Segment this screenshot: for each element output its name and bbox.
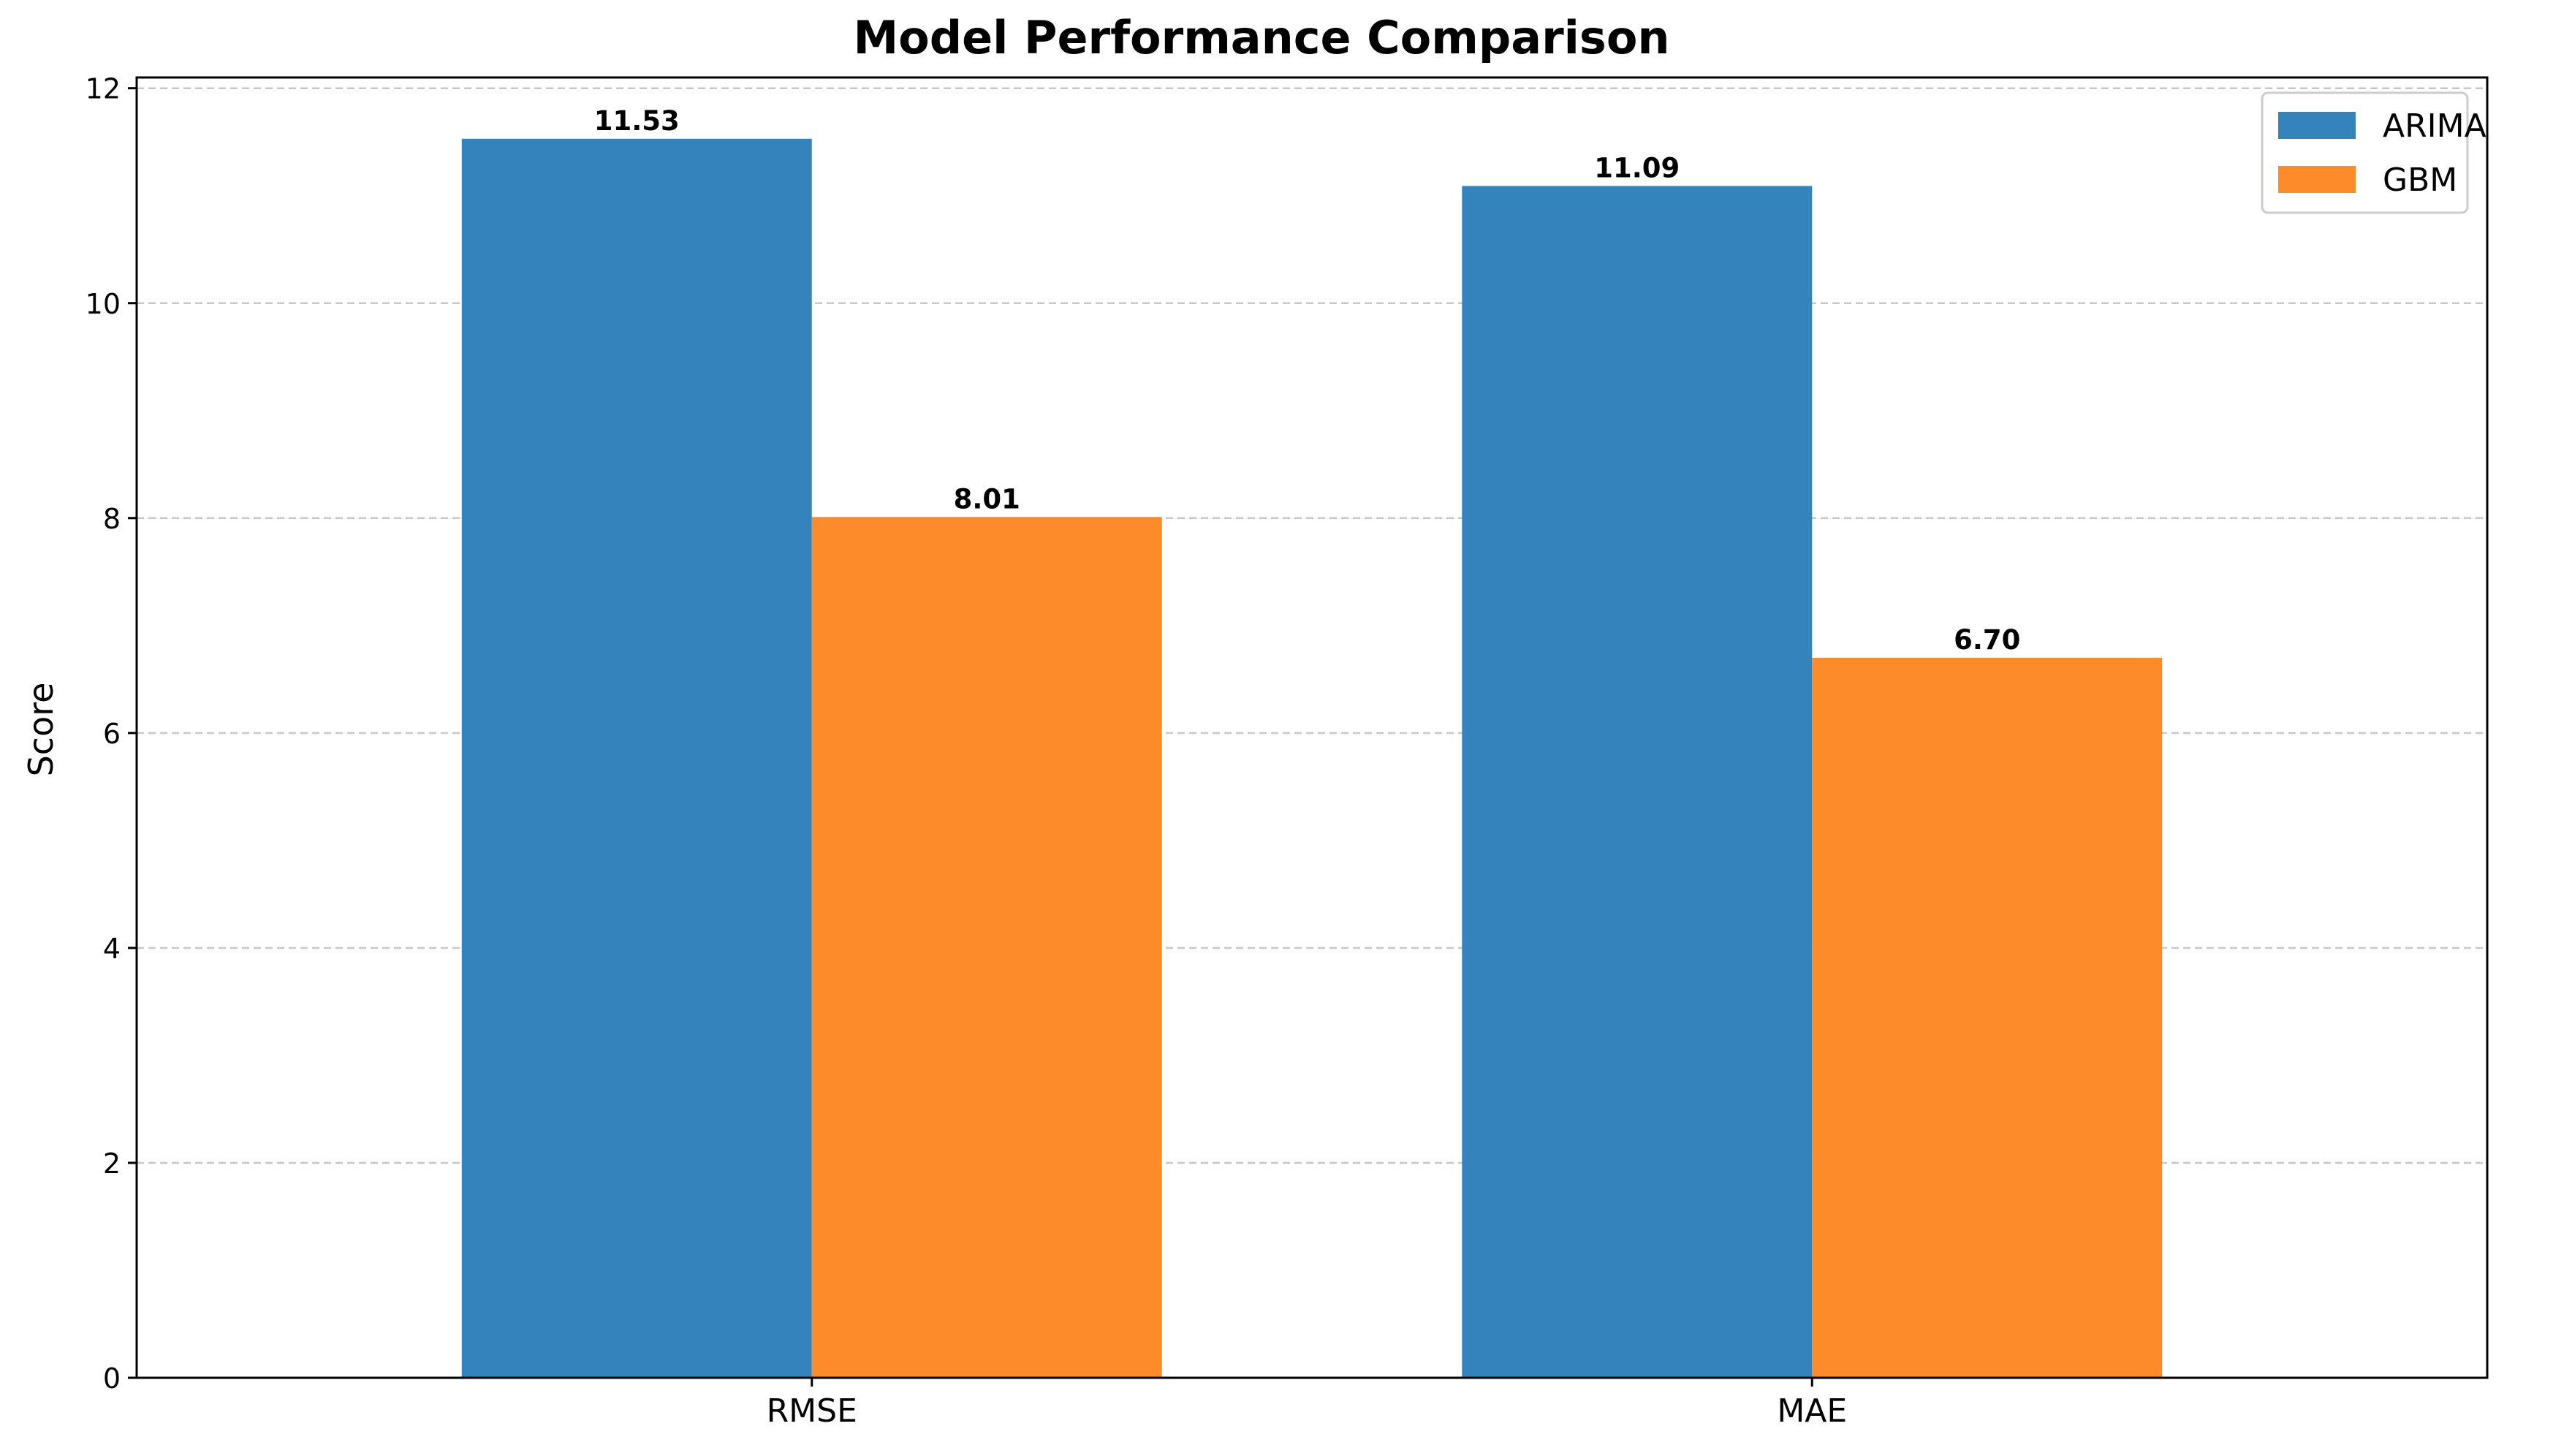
bar-arima-rmse: [461, 138, 812, 1378]
y-tick-label: 4: [103, 933, 121, 965]
bar-value-label: 6.70: [1954, 624, 2020, 656]
bar-value-labels: 11.53 8.01 11.09 6.70: [594, 105, 2021, 656]
y-axis-label: Score: [21, 683, 61, 777]
y-tick-label: 8: [103, 503, 121, 535]
x-axis-ticks: RMSE MAE: [767, 1378, 1847, 1430]
plot-frame: [135, 76, 2489, 1379]
bar-gbm-mae: [1812, 657, 2163, 1378]
bars: [461, 138, 2163, 1379]
bar-arima-mae: [1462, 186, 1813, 1379]
legend-label-arima: ARIMA: [2383, 107, 2486, 145]
y-tick-label: 12: [86, 73, 121, 105]
y-axis-ticks: 0 2 4 6 8 10 12: [86, 73, 137, 1395]
legend: ARIMA GBM: [2261, 91, 2486, 214]
bar-value-label: 8.01: [954, 483, 1020, 515]
legend-swatch-gbm: [2278, 166, 2356, 193]
legend-label-gbm: GBM: [2383, 162, 2457, 199]
chart-title: Model Performance Comparison: [853, 11, 1669, 64]
bar-gbm-rmse: [811, 517, 1162, 1378]
y-tick-label: 10: [86, 288, 121, 320]
legend-swatch-arima: [2278, 112, 2356, 139]
x-tick-label: RMSE: [767, 1392, 857, 1430]
y-tick-label: 2: [103, 1148, 121, 1180]
y-tick-label: 6: [103, 718, 121, 750]
y-tick-label: 0: [103, 1362, 121, 1395]
x-tick-label: MAE: [1777, 1392, 1847, 1430]
bar-value-label: 11.09: [1594, 152, 1680, 183]
bar-value-label: 11.53: [594, 105, 680, 137]
